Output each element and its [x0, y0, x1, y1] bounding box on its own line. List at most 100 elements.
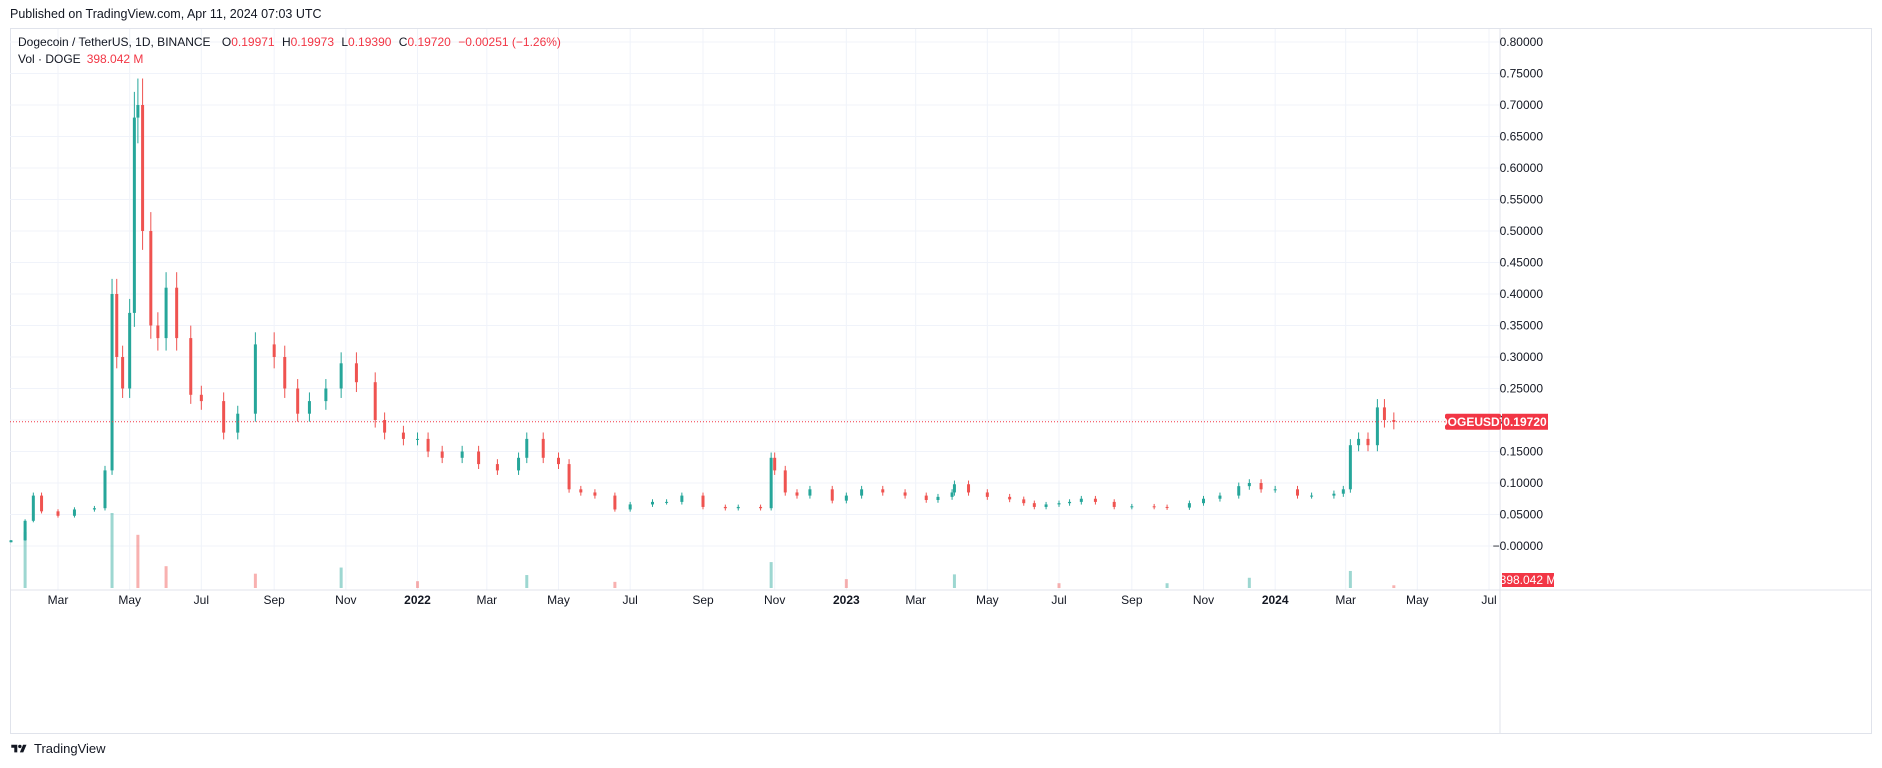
volume-bar: [1165, 583, 1169, 588]
candle-body: [1008, 496, 1012, 500]
y-tick-label: 0.80000: [1500, 35, 1544, 49]
x-tick-label: Mar: [48, 593, 69, 607]
candle-body: [149, 231, 153, 326]
symbol-tag-bg: [1445, 413, 1501, 430]
candle-body: [830, 489, 834, 501]
candle-body: [283, 357, 287, 389]
candle-body: [40, 495, 44, 512]
volume-bar: [339, 567, 343, 588]
tradingview-logo-icon: [11, 744, 27, 752]
candle-body: [628, 504, 632, 510]
candle-body: [401, 432, 405, 439]
candle-body: [1295, 489, 1299, 496]
candle-body: [1259, 483, 1263, 490]
y-tick-label: 0.35000: [1500, 319, 1544, 333]
volume-bar: [952, 574, 956, 588]
volume-bars: [23, 513, 1396, 588]
y-tick-label: 0.75000: [1500, 67, 1544, 81]
price-tag-bg: [1502, 413, 1548, 430]
high-label: H: [281, 35, 291, 49]
candle-body: [701, 495, 705, 507]
candle-body: [1310, 495, 1314, 497]
volume-bar: [23, 532, 27, 588]
volume-tag-bg: [1502, 573, 1554, 587]
candle-body: [56, 511, 60, 516]
candle-body: [383, 420, 387, 433]
x-tick-label: Nov: [1193, 593, 1214, 607]
candle-body: [844, 495, 848, 501]
y-tick-label: 0.70000: [1500, 98, 1544, 112]
symbol-title[interactable]: Dogecoin / TetherUS, 1D, BINANCE: [18, 35, 211, 49]
candle-body: [1112, 501, 1116, 507]
candle-body: [296, 388, 300, 414]
volume-bar: [844, 579, 848, 588]
x-tick-label: May: [118, 593, 141, 607]
published-caption: Published on TradingView.com, Apr 11, 20…: [10, 7, 322, 21]
candles: [9, 78, 1396, 543]
x-tick-label: May: [976, 593, 999, 607]
candle-body: [1032, 503, 1036, 507]
footer-brand[interactable]: TradingView: [10, 741, 106, 756]
y-tick-label: 0.45000: [1500, 256, 1544, 270]
x-tick-label: Nov: [335, 593, 356, 607]
candle-body: [759, 506, 763, 509]
price-axis[interactable]: 0.80000 0.75000 0.70000 0.65000 0.60000 0.550…: [1493, 35, 1544, 553]
x-tick-label: Mar: [1335, 593, 1356, 607]
volume-bar: [613, 581, 617, 588]
candle-body: [1079, 498, 1083, 502]
candle-body: [795, 492, 799, 496]
candle-body: [613, 495, 617, 510]
candle-body: [808, 489, 812, 496]
x-tick-label: Sep: [263, 593, 285, 607]
x-tick-label: Jul: [194, 593, 209, 607]
candle-body: [253, 344, 257, 414]
candle-body: [1273, 489, 1277, 491]
x-tick-label: May: [547, 593, 570, 607]
y-tick-label: 0.60000: [1500, 161, 1544, 175]
time-axis[interactable]: Mar May Jul Sep Nov 2022 Mar May Jul Sep Nov 2023 Ma…: [48, 593, 1497, 607]
candle-body: [1057, 503, 1061, 505]
candle-body: [723, 506, 727, 509]
x-tick-label: 2023: [833, 593, 860, 607]
candle-body: [881, 489, 885, 493]
candle-body: [1366, 438, 1370, 446]
candle-body: [23, 520, 27, 541]
candle-body: [110, 294, 114, 471]
chart-frame[interactable]: [10, 28, 1872, 734]
volume-label[interactable]: Vol · DOGE: [18, 52, 81, 66]
candle-body: [440, 451, 444, 458]
candle-body: [1187, 503, 1191, 508]
candle-body: [736, 506, 740, 509]
x-tick-label: 2024: [1262, 593, 1289, 607]
y-tick-label: 0.40000: [1500, 287, 1544, 301]
candle-body: [1044, 504, 1048, 507]
candle-body: [1382, 407, 1386, 420]
volume-bar: [1057, 583, 1061, 588]
volume-bar: [416, 581, 420, 588]
volume-tag-label: 398.042 M: [1500, 573, 1557, 587]
candle-body: [541, 438, 545, 458]
low-value: 0.19390: [348, 35, 392, 49]
grid-lines: [10, 29, 1872, 733]
candle-body: [556, 457, 560, 465]
volume-bar: [164, 566, 168, 588]
candle-body: [579, 489, 583, 493]
volume-bar: [110, 513, 114, 588]
candle-body: [1202, 498, 1206, 504]
candle-body: [141, 105, 145, 231]
candle-body: [307, 401, 311, 414]
candle-body: [156, 325, 160, 339]
y-tick-label: 0.10000: [1500, 476, 1544, 490]
x-tick-label: Jul: [622, 593, 637, 607]
candle-body: [783, 470, 787, 493]
x-tick-label: Nov: [764, 593, 785, 607]
candle-body: [1357, 438, 1361, 446]
x-tick-label: Jul: [1051, 593, 1066, 607]
y-tick-label: 0.50000: [1500, 224, 1544, 238]
candle-body: [426, 438, 430, 452]
candle-body: [189, 338, 193, 395]
open-value: 0.19971: [231, 35, 275, 49]
candle-body: [1237, 486, 1241, 496]
